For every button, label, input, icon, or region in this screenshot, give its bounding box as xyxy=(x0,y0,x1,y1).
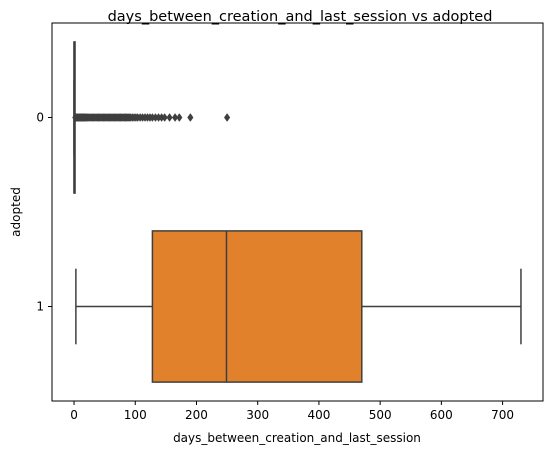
x-tick-label: 300 xyxy=(246,408,269,422)
x-tick-label: 700 xyxy=(491,408,514,422)
outlier-point xyxy=(161,113,168,122)
y-tick-label: 1 xyxy=(36,300,44,314)
y-axis-label: adopted xyxy=(9,187,23,237)
plot-frame xyxy=(51,22,544,402)
box-group-0 xyxy=(72,41,231,194)
x-axis: 0 100 200 300 400 500 600 700 xyxy=(70,401,514,422)
x-tick-label: 500 xyxy=(369,408,392,422)
outlier-point xyxy=(176,113,183,122)
x-axis-label: days_between_creation_and_last_session xyxy=(173,431,421,445)
box-group-1 xyxy=(75,230,522,383)
chart-title: days_between_creation_and_last_session v… xyxy=(108,9,493,25)
box-iqr xyxy=(151,230,363,383)
x-tick-label: 0 xyxy=(70,408,78,422)
x-tick-label: 200 xyxy=(185,408,208,422)
outlier-point xyxy=(166,113,173,122)
y-tick-label: 0 xyxy=(36,111,44,125)
plot-area xyxy=(72,41,522,383)
x-tick-label: 100 xyxy=(124,408,147,422)
outlier-point xyxy=(187,113,194,122)
y-axis: 01 xyxy=(36,111,52,314)
x-tick-label: 600 xyxy=(430,408,453,422)
x-tick-label: 400 xyxy=(307,408,330,422)
outlier-point xyxy=(171,113,179,122)
outlier-point xyxy=(223,113,231,122)
